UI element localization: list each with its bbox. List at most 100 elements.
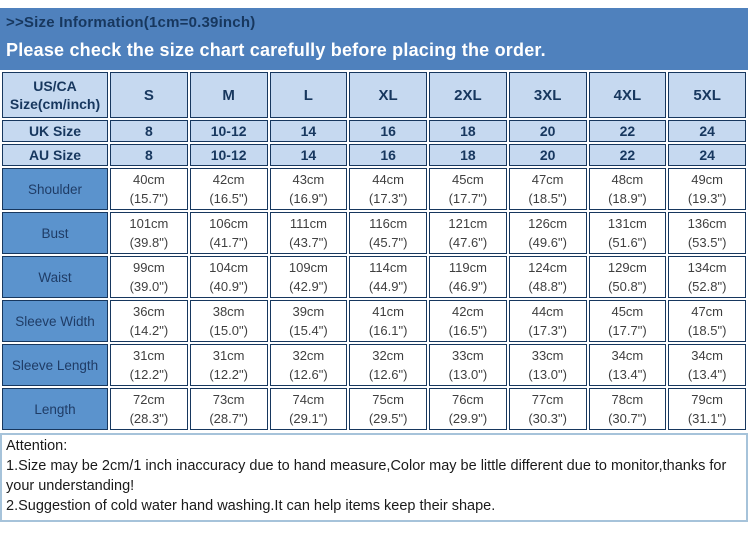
measurement-cell: 136cm (53.5")	[668, 212, 746, 254]
measurement-label: Shoulder	[2, 168, 108, 210]
measurement-label: Bust	[2, 212, 108, 254]
size-col-header-s: S	[110, 72, 188, 118]
measurement-cell: 45cm (17.7")	[588, 300, 667, 342]
uk-size-value: 8	[110, 120, 188, 142]
header-band: >>Size Information(1cm=0.39inch) Please …	[0, 8, 748, 70]
measurement-cell: 77cm (30.3")	[508, 388, 587, 430]
measurement-cell: 79cm (31.1")	[668, 388, 746, 430]
measurement-cell: 114cm (44.9")	[349, 256, 427, 298]
measurement-cell: 44cm (17.3")	[508, 300, 587, 342]
measurement-cell: 111cm (43.7")	[269, 212, 348, 254]
attention-heading: Attention:	[6, 438, 68, 454]
size-col-header-3xl: 3XL	[508, 72, 587, 118]
size-col-header-xl: XL	[349, 72, 427, 118]
au-size-value: 18	[429, 144, 507, 166]
au-size-value: 20	[508, 144, 587, 166]
measurement-cell: 31cm (12.2")	[110, 344, 188, 386]
uk-size-row: UK Size 8 10-12 14 16 18 20 22 24	[2, 120, 746, 142]
measurement-cell: 72cm (28.3")	[110, 388, 188, 430]
measurement-cell: 34cm (13.4")	[668, 344, 746, 386]
measurement-label: Waist	[2, 256, 108, 298]
au-size-value: 22	[588, 144, 667, 166]
size-chart-table: US/CA Size(cm/inch) S M L XL 2XL 3XL 4XL…	[0, 70, 748, 432]
measurement-cell: 76cm (29.9")	[429, 388, 507, 430]
measurement-cell: 45cm (17.7")	[429, 168, 507, 210]
measurement-cell: 34cm (13.4")	[588, 344, 667, 386]
top-spacer	[0, 0, 748, 8]
measurement-cell: 126cm (49.6")	[508, 212, 587, 254]
measurement-cell: 41cm (16.1")	[349, 300, 427, 342]
measurement-row-sleeve-width: Sleeve Width 36cm (14.2") 38cm (15.0") 3…	[2, 300, 746, 342]
measurement-cell: 47cm (18.5")	[508, 168, 587, 210]
attention-box: Attention: 1.Size may be 2cm/1 inch inac…	[0, 433, 748, 522]
measurement-cell: 134cm (52.8")	[668, 256, 746, 298]
measurement-cell: 44cm (17.3")	[349, 168, 427, 210]
size-header-row: US/CA Size(cm/inch) S M L XL 2XL 3XL 4XL…	[2, 72, 746, 118]
attention-note-2: 2.Suggestion of cold water hand washing.…	[6, 498, 496, 514]
size-info-title: >>Size Information(1cm=0.39inch)	[6, 14, 256, 31]
measurement-label: Sleeve Length	[2, 344, 108, 386]
uk-size-value: 14	[269, 120, 348, 142]
measurement-cell: 116cm (45.7")	[349, 212, 427, 254]
measurement-cell: 129cm (50.8")	[588, 256, 667, 298]
measurement-row-sleeve-length: Sleeve Length 31cm (12.2") 31cm (12.2") …	[2, 344, 746, 386]
attention-note-1: 1.Size may be 2cm/1 inch inaccuracy due …	[6, 458, 727, 494]
size-col-header-2xl: 2XL	[429, 72, 507, 118]
measurement-row-shoulder: Shoulder 40cm (15.7") 42cm (16.5") 43cm …	[2, 168, 746, 210]
au-size-value: 10-12	[189, 144, 268, 166]
size-col-header-5xl: 5XL	[668, 72, 746, 118]
measurement-cell: 33cm (13.0")	[429, 344, 507, 386]
measurement-cell: 49cm (19.3")	[668, 168, 746, 210]
measurement-label: Length	[2, 388, 108, 430]
au-size-row: AU Size 8 10-12 14 16 18 20 22 24	[2, 144, 746, 166]
measurement-cell: 75cm (29.5")	[349, 388, 427, 430]
measurement-cell: 124cm (48.8")	[508, 256, 587, 298]
measurement-cell: 43cm (16.9")	[269, 168, 348, 210]
size-col-header-m: M	[189, 72, 268, 118]
measurement-cell: 131cm (51.6")	[588, 212, 667, 254]
uk-size-value: 16	[349, 120, 427, 142]
uk-size-value: 20	[508, 120, 587, 142]
uk-size-value: 24	[668, 120, 746, 142]
uk-size-label: UK Size	[2, 120, 108, 142]
measurement-cell: 42cm (16.5")	[429, 300, 507, 342]
corner-header: US/CA Size(cm/inch)	[2, 72, 108, 118]
size-col-header-l: L	[269, 72, 348, 118]
measurement-cell: 99cm (39.0")	[110, 256, 188, 298]
measurement-cell: 48cm (18.9")	[588, 168, 667, 210]
size-col-header-4xl: 4XL	[588, 72, 667, 118]
measurement-row-bust: Bust 101cm (39.8") 106cm (41.7") 111cm (…	[2, 212, 746, 254]
measurement-cell: 36cm (14.2")	[110, 300, 188, 342]
au-size-value: 14	[269, 144, 348, 166]
au-size-value: 16	[349, 144, 427, 166]
measurement-cell: 47cm (18.5")	[668, 300, 746, 342]
measurement-cell: 40cm (15.7")	[110, 168, 188, 210]
measurement-row-length: Length 72cm (28.3") 73cm (28.7") 74cm (2…	[2, 388, 746, 430]
measurement-cell: 32cm (12.6")	[269, 344, 348, 386]
measurement-label: Sleeve Width	[2, 300, 108, 342]
measurement-cell: 78cm (30.7")	[588, 388, 667, 430]
measurement-cell: 74cm (29.1")	[269, 388, 348, 430]
measurement-cell: 31cm (12.2")	[189, 344, 268, 386]
uk-size-value: 18	[429, 120, 507, 142]
au-size-value: 8	[110, 144, 188, 166]
measurement-row-waist: Waist 99cm (39.0") 104cm (40.9") 109cm (…	[2, 256, 746, 298]
measurement-cell: 33cm (13.0")	[508, 344, 587, 386]
measurement-cell: 109cm (42.9")	[269, 256, 348, 298]
measurement-cell: 106cm (41.7")	[189, 212, 268, 254]
measurement-cell: 32cm (12.6")	[349, 344, 427, 386]
measurement-cell: 73cm (28.7")	[189, 388, 268, 430]
measurement-cell: 104cm (40.9")	[189, 256, 268, 298]
measurement-cell: 39cm (15.4")	[269, 300, 348, 342]
banner-text: Please check the size chart carefully be…	[6, 40, 546, 60]
uk-size-value: 10-12	[189, 120, 268, 142]
measurement-cell: 38cm (15.0")	[189, 300, 268, 342]
measurement-cell: 121cm (47.6")	[429, 212, 507, 254]
measurement-cell: 101cm (39.8")	[110, 212, 188, 254]
measurement-cell: 119cm (46.9")	[429, 256, 507, 298]
au-size-value: 24	[668, 144, 746, 166]
au-size-label: AU Size	[2, 144, 108, 166]
uk-size-value: 22	[588, 120, 667, 142]
measurement-cell: 42cm (16.5")	[189, 168, 268, 210]
